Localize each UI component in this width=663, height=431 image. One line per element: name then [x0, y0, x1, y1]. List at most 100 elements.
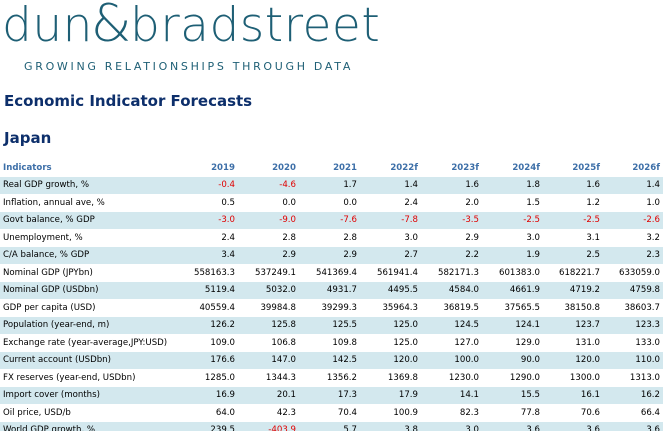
- table-cell-value: 1285.0: [204, 372, 235, 383]
- table-cell-value: 5032.0: [238, 281, 299, 299]
- table-cell-value: 4759.8: [603, 281, 663, 299]
- table-cell-value: 601383.0: [498, 267, 540, 278]
- table-cell-value: 20.1: [238, 386, 299, 404]
- table-cell-value: 125.0: [360, 316, 421, 334]
- table-row: Oil price, USD/b 64.0 42.3 70.4 100.9 82.3 77.…: [0, 404, 663, 422]
- table-cell-value: 70.6: [580, 407, 600, 418]
- table-cell-value: 4584.0: [421, 281, 482, 299]
- table-cell-value: 16.1: [543, 386, 603, 404]
- table-row: Current account (USDbn) 176.6 147.0 142.5 12…: [0, 351, 663, 369]
- indicator-label: Unemployment, %: [3, 232, 83, 243]
- table-cell-value: 4495.5: [360, 281, 421, 299]
- table-cell-value: 2.4: [221, 232, 235, 243]
- table-cell-value: 14.1: [421, 386, 482, 404]
- table-cell-value: 1344.3: [265, 372, 296, 383]
- indicator-label: FX reserves (year-end, USDbn): [3, 372, 136, 383]
- table-cell-value: 100.9: [393, 407, 418, 418]
- table-cell-value: 1.7: [299, 176, 360, 194]
- table-cell-value: 2.9: [465, 232, 479, 243]
- table-cell-value: 147.0: [238, 351, 299, 369]
- table-cell-value: 120.0: [360, 351, 421, 369]
- indicator-label: Real GDP growth, %: [0, 176, 176, 194]
- table-cell-value: -7.8: [360, 211, 421, 229]
- table-cell-value: 17.9: [360, 386, 421, 404]
- indicator-label: Govt balance, % GDP: [0, 211, 176, 229]
- table-cell-value: 2.2: [421, 246, 482, 264]
- table-cell-value: 239.5: [176, 421, 238, 431]
- table-cell-value: 82.3: [459, 407, 479, 418]
- table-cell-value: 90.0: [482, 351, 543, 369]
- table-cell-value: 142.5: [299, 351, 360, 369]
- table-cell-value: 2.7: [360, 246, 421, 264]
- table-cell-value: 131.0: [575, 337, 600, 348]
- table-cell-value: 4661.9: [482, 281, 543, 299]
- table-cell-value: 618221.7: [558, 267, 600, 278]
- table-cell-value: 17.3: [299, 386, 360, 404]
- table-cell-value: 109.0: [210, 337, 235, 348]
- table-cell-value: 2.8: [343, 232, 357, 243]
- column-header-year: 2026f: [603, 159, 663, 177]
- table-header-row: Indicators 2019 2020 2021 2022f 2023f 2024f 20…: [0, 159, 663, 177]
- table-cell-value: 125.5: [299, 316, 360, 334]
- table-cell-value: 2.9: [238, 246, 299, 264]
- table-row: C/A balance, % GDP 3.4 2.9 2.9 2.7 2.2 1.9 2.5 2…: [0, 246, 663, 264]
- indicator-label: Oil price, USD/b: [3, 407, 71, 418]
- indicator-label: Population (year-end, m): [0, 316, 176, 334]
- table-cell-value: 64.0: [215, 407, 235, 418]
- column-header-year: 2019: [176, 159, 238, 177]
- table-cell-value: 125.8: [238, 316, 299, 334]
- table-cell-value: 537249.1: [254, 267, 296, 278]
- country-heading: Japan: [4, 129, 52, 147]
- table-cell-value: 1369.8: [387, 372, 418, 383]
- table-cell-value: 0.0: [282, 197, 296, 208]
- table-row: Population (year-end, m) 126.2 125.8 125.5 1…: [0, 316, 663, 334]
- table-row: Govt balance, % GDP -3.0 -9.0 -7.6 -7.8 -3.5-…: [0, 211, 663, 229]
- table-cell-value: 1.6: [421, 176, 482, 194]
- table-cell-value: 3.2: [646, 232, 660, 243]
- table-cell-value: 37565.5: [504, 302, 540, 313]
- table-cell-value: 1.4: [603, 176, 663, 194]
- table-row: Inflation, annual ave, % 0.5 0.0 0.0 2.4 2.0 1…: [0, 194, 663, 212]
- table-cell-value: -7.6: [299, 211, 360, 229]
- table-cell-value: 124.1: [482, 316, 543, 334]
- table-cell-value: 1356.2: [326, 372, 357, 383]
- table-cell-value: 1300.0: [569, 372, 600, 383]
- table-cell-value: 3.0: [421, 421, 482, 431]
- table-cell-value: 3.6: [482, 421, 543, 431]
- table-body: Real GDP growth, % -0.4 -4.6 1.7 1.4 1.6 1.8 1.…: [0, 176, 663, 431]
- table-cell-value: 40559.4: [199, 302, 235, 313]
- table-cell-value: -0.4: [176, 176, 238, 194]
- table-cell-value: 39984.8: [260, 302, 296, 313]
- table-cell-value: 3.6: [543, 421, 603, 431]
- table-cell-value: 2.9: [299, 246, 360, 264]
- table-cell-value: 123.3: [603, 316, 663, 334]
- table-cell-value: 2.3: [603, 246, 663, 264]
- table-cell-value: -4.6: [238, 176, 299, 194]
- logo-text-bradstreet: bradstreet: [129, 0, 381, 53]
- table-cell-value: -2.5: [482, 211, 543, 229]
- indicator-label: World GDP growth, %: [0, 421, 176, 431]
- logo-ampersand: &: [90, 0, 132, 54]
- table-cell-value: 1.8: [482, 176, 543, 194]
- table-row: World GDP growth, % 239.5 -403.9 5.7 3.8 3.0 3…: [0, 421, 663, 431]
- table-cell-value: 16.2: [603, 386, 663, 404]
- table-cell-value: 561941.4: [376, 267, 418, 278]
- table-cell-value: 582171.3: [437, 267, 479, 278]
- logo-wordmark: dun&bradstreet: [2, 0, 380, 56]
- column-header-year: 2021: [299, 159, 360, 177]
- table-cell-value: 558163.3: [193, 267, 235, 278]
- column-header-year: 2023f: [421, 159, 482, 177]
- logo-tagline: GROWING RELATIONSHIPS THROUGH DATA: [24, 60, 354, 73]
- indicator-label: Nominal GDP (USDbn): [0, 281, 176, 299]
- table-cell-value: 1.6: [543, 176, 603, 194]
- table-row: Import cover (months) 16.9 20.1 17.3 17.9 14.…: [0, 386, 663, 404]
- column-header-year: 2020: [238, 159, 299, 177]
- logo-text-dun: dun: [2, 0, 93, 53]
- table-cell-value: 16.9: [176, 386, 238, 404]
- table-cell-value: 106.8: [271, 337, 296, 348]
- indicator-label: Exchange rate (year-average,JPY:USD): [3, 337, 168, 348]
- company-logo: dun&bradstreet GROWING RELATIONSHIPS THR…: [0, 0, 663, 80]
- table-row: Unemployment, % 2.4 2.8 2.8 3.0 2.9 3.0 3.1 3.2: [0, 229, 663, 247]
- table-cell-value: -2.6: [603, 211, 663, 229]
- table-cell-value: 2.0: [465, 197, 479, 208]
